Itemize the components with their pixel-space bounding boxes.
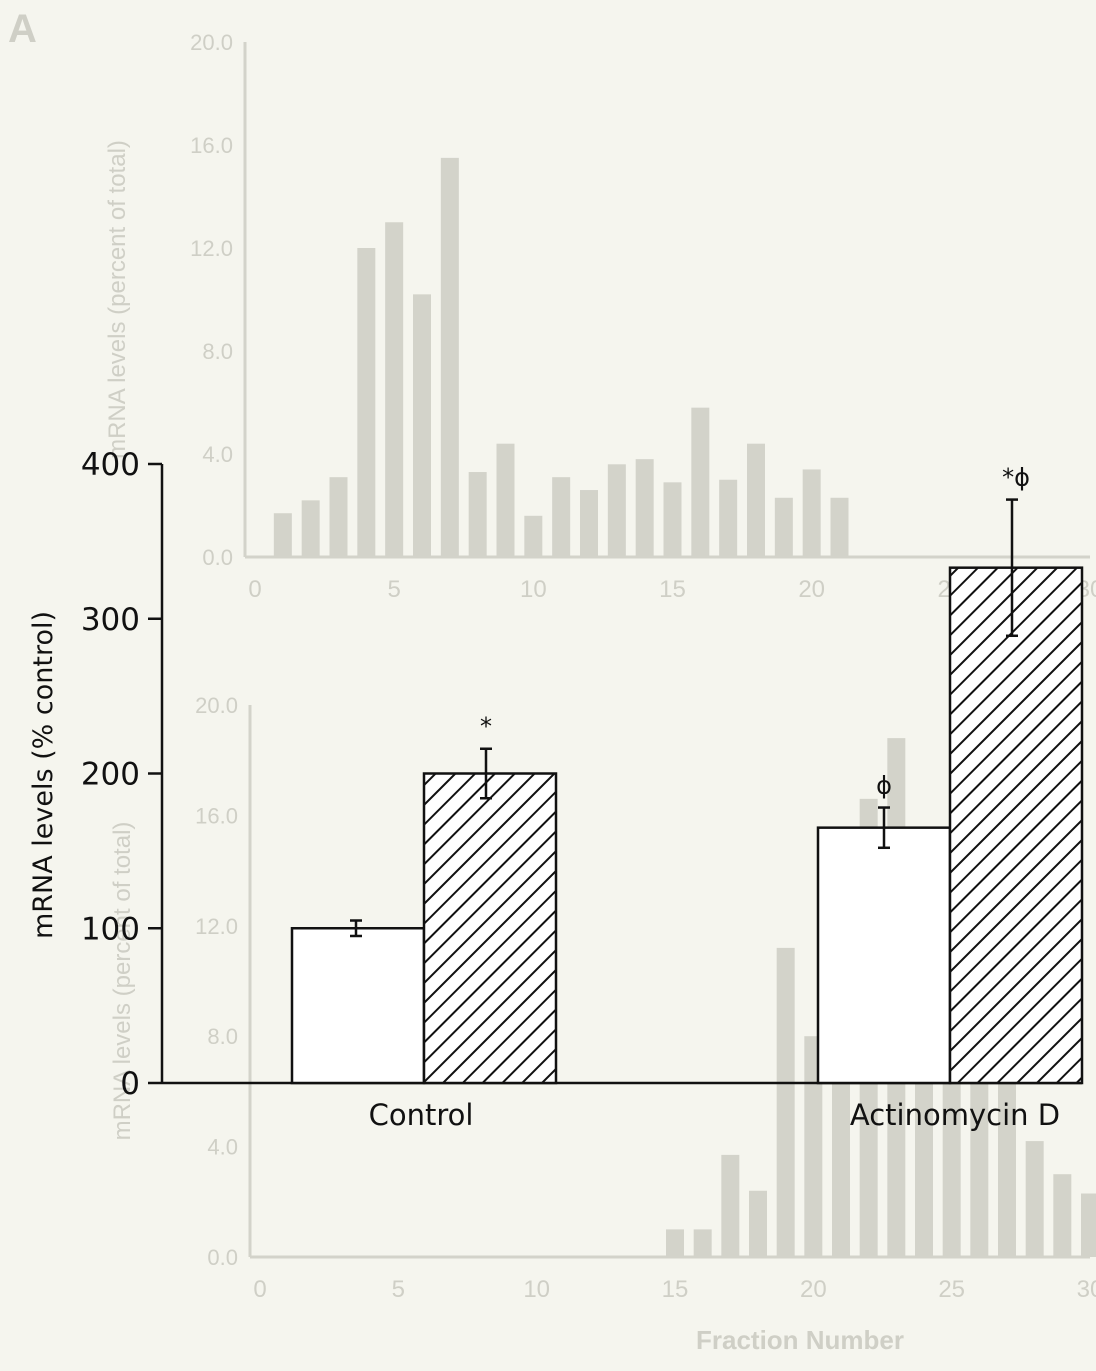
- ghost-bar: [749, 1190, 767, 1257]
- ghost-x-tick-label: 0: [253, 1276, 266, 1303]
- ghost-bar: [496, 443, 515, 557]
- bars-group: *ϕ*ϕ: [290, 464, 1084, 1085]
- ghost-y-tick-label: 8.0: [202, 339, 233, 364]
- ghost-bar: [970, 1069, 989, 1257]
- ghost-bar: [747, 443, 765, 557]
- ghost-x-tick-label: 20: [798, 576, 825, 603]
- ghost-x-axis-label: Fraction Number: [696, 1325, 904, 1355]
- ghost-x-tick-label: 5: [392, 1276, 405, 1303]
- ghost-bar: [663, 482, 682, 557]
- ghost-bar: [385, 222, 404, 557]
- ghost-bar: [693, 1229, 712, 1257]
- ghost-bar: [830, 497, 849, 557]
- ghost-y-tick-label: 12.0: [195, 914, 238, 939]
- ghost-bar: [776, 947, 795, 1257]
- ghost-x-tick-label: 10: [520, 576, 547, 603]
- x-category-labels: Control Actinomycin D: [369, 1098, 1061, 1132]
- ghost-bar: [273, 513, 292, 557]
- ghost-x-tick-label: 25: [938, 1276, 965, 1303]
- ghost-bar: [580, 490, 598, 557]
- hatched-bar: [948, 566, 1084, 1085]
- background-top-panel: 0.04.08.012.016.020.0051015202530mRNA le…: [104, 30, 1096, 603]
- ghost-bar: [719, 479, 738, 557]
- ghost-bar: [721, 1154, 740, 1257]
- ghost-y-axis-label: mRNA levels (percent of total): [109, 822, 136, 1141]
- y-tick-label: 200: [81, 757, 140, 793]
- ghost-bar: [635, 459, 654, 557]
- y-axis-label: mRNA levels (% control): [28, 611, 59, 939]
- ghost-bar: [357, 248, 376, 557]
- ghost-y-tick-label: 16.0: [190, 133, 233, 158]
- ghost-x-tick-label: 15: [659, 576, 686, 603]
- ghost-y-tick-label: 0.0: [207, 1245, 238, 1270]
- ghost-bar: [524, 515, 543, 557]
- ghost-bar: [998, 1063, 1016, 1257]
- ghost-bar: [691, 407, 710, 557]
- significance-marker: *ϕ: [1002, 464, 1030, 492]
- ghost-y-tick-label: 4.0: [207, 1135, 238, 1160]
- ghost-y-tick-label: 12.0: [190, 236, 233, 261]
- ghost-y-tick-label: 16.0: [195, 803, 238, 828]
- ghost-bar: [468, 472, 487, 557]
- open-bar: [290, 927, 426, 1085]
- ghost-bar: [774, 497, 793, 557]
- ghost-x-tick-label: 20: [800, 1276, 827, 1303]
- ghost-bar: [440, 157, 459, 557]
- ghost-y-tick-label: 20.0: [195, 693, 238, 718]
- ghost-y-tick-label: 0.0: [202, 545, 233, 570]
- ghost-bar: [301, 500, 320, 557]
- ghost-bar: [1025, 1141, 1044, 1257]
- panel-letter: A: [8, 7, 37, 51]
- ghost-x-tick-label: 30: [1077, 1276, 1096, 1303]
- y-tick-label: 400: [81, 447, 140, 483]
- ghost-bar: [802, 469, 821, 557]
- y-tick-label: 0: [120, 1066, 140, 1102]
- ghost-y-tick-label: 20.0: [190, 30, 233, 55]
- open-bar: [816, 826, 952, 1085]
- background-figure: A 0.0 4.0 8.0 12.0 16.0 20.0 0 5 10 15 20 25 30 mRNA …: [8, 7, 1096, 1355]
- ghost-x-tick-label: 0: [248, 576, 261, 603]
- ghost-y-tick-label: 8.0: [207, 1024, 238, 1049]
- y-tick-label: 300: [81, 602, 140, 638]
- ghost-x-tick-label: 10: [523, 1276, 550, 1303]
- ghost-y-tick-label: 4.0: [202, 442, 233, 467]
- significance-marker: ϕ: [876, 772, 892, 800]
- ghost-bar: [552, 477, 571, 557]
- ghost-bar: [666, 1229, 684, 1257]
- ghost-bar: [413, 294, 431, 557]
- ghost-y-axis-label: mRNA levels (percent of total): [104, 140, 131, 459]
- x-category-label: Control: [369, 1098, 474, 1132]
- y-tick-label: 100: [81, 911, 140, 947]
- ghost-bar: [1053, 1174, 1072, 1257]
- hatched-bar: [422, 772, 558, 1085]
- x-category-label: Actinomycin D: [850, 1098, 1060, 1132]
- significance-marker: *: [480, 713, 492, 741]
- ghost-bar: [1081, 1193, 1096, 1257]
- ghost-x-tick-label: 5: [387, 576, 400, 603]
- ghost-bar: [804, 1036, 823, 1257]
- ghost-bar: [329, 477, 348, 557]
- ghost-x-tick-label: 15: [662, 1276, 689, 1303]
- ghost-bar: [607, 464, 626, 557]
